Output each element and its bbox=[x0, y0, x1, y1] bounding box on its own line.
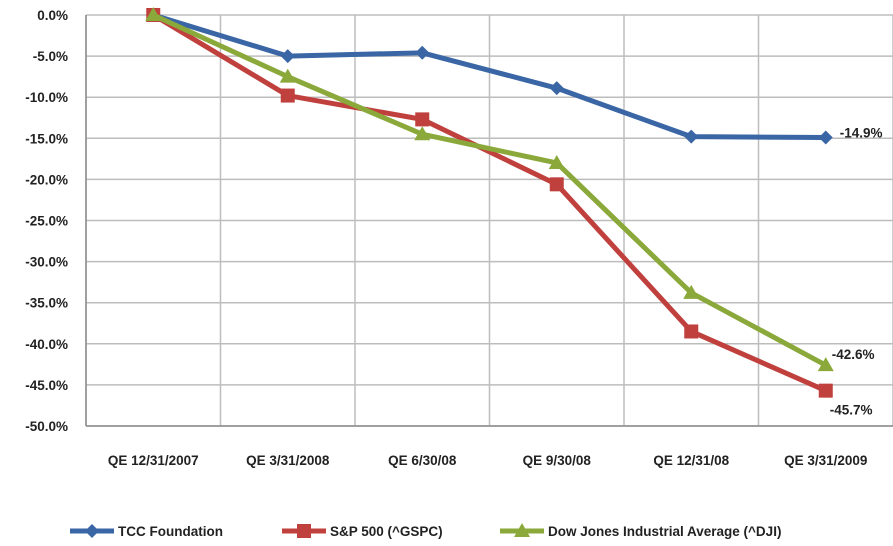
end-value-labels: -14.9% -45.7% -42.6% bbox=[830, 125, 883, 417]
data-label: -14.9% bbox=[840, 125, 883, 140]
chart-grid bbox=[85, 14, 893, 427]
y-tick-label: -45.0% bbox=[25, 378, 68, 393]
chart-series bbox=[145, 7, 834, 398]
legend-marker bbox=[514, 523, 530, 537]
legend-item: Dow Jones Industrial Average (^DJI) bbox=[500, 523, 781, 539]
data-point bbox=[280, 49, 295, 64]
data-point bbox=[548, 154, 565, 169]
x-axis-tick-labels: QE 12/31/2007 QE 3/31/2008 QE 6/30/08 QE 9/… bbox=[108, 453, 868, 468]
series-line bbox=[151, 12, 827, 393]
data-point bbox=[818, 383, 833, 398]
data-point bbox=[415, 45, 430, 60]
series-line bbox=[152, 12, 827, 368]
y-tick-label: -25.0% bbox=[25, 214, 68, 229]
y-tick-label: -15.0% bbox=[25, 131, 68, 146]
data-point bbox=[280, 88, 295, 103]
data-point bbox=[818, 130, 833, 145]
legend-label: TCC Foundation bbox=[118, 524, 223, 539]
x-tick-label: QE 9/30/08 bbox=[523, 453, 592, 468]
y-tick-label: -40.0% bbox=[25, 337, 68, 352]
legend-label: S&P 500 (^GSPC) bbox=[330, 524, 443, 539]
legend-marker bbox=[297, 524, 311, 538]
y-tick-label: 0.0% bbox=[37, 8, 68, 23]
y-tick-label: -35.0% bbox=[25, 296, 68, 311]
data-point bbox=[549, 177, 564, 192]
legend-marker bbox=[85, 524, 99, 538]
data-point bbox=[549, 81, 564, 96]
y-tick-label: -5.0% bbox=[33, 49, 68, 64]
legend-item: TCC Foundation bbox=[70, 524, 223, 539]
data-point bbox=[684, 129, 699, 144]
y-tick-label: -10.0% bbox=[25, 90, 68, 105]
y-tick-label: -30.0% bbox=[25, 255, 68, 270]
data-label: -42.6% bbox=[832, 347, 875, 362]
legend-label: Dow Jones Industrial Average (^DJI) bbox=[548, 524, 781, 539]
y-tick-label: -20.0% bbox=[25, 172, 68, 187]
data-point bbox=[683, 284, 700, 299]
data-point bbox=[817, 357, 834, 372]
data-point bbox=[279, 68, 296, 83]
x-tick-label: QE 6/30/08 bbox=[388, 453, 457, 468]
x-tick-label: QE 12/31/08 bbox=[653, 453, 729, 468]
data-point bbox=[414, 126, 431, 141]
series-line bbox=[152, 12, 826, 140]
series-2 bbox=[145, 7, 834, 372]
data-point bbox=[145, 7, 162, 21]
legend-item: S&P 500 (^GSPC) bbox=[282, 524, 443, 539]
x-tick-label: QE 12/31/2007 bbox=[108, 453, 199, 468]
x-tick-label: QE 3/31/2008 bbox=[246, 453, 330, 468]
data-point bbox=[415, 112, 430, 127]
chart-legend: TCC Foundation S&P 500 (^GSPC) Dow Jones I… bbox=[70, 523, 781, 539]
y-axis-tick-labels: 0.0% -5.0% -10.0% -15.0% -20.0% -25.0% -30.0% -… bbox=[25, 8, 68, 434]
x-tick-label: QE 3/31/2009 bbox=[784, 453, 867, 468]
data-point bbox=[684, 324, 699, 339]
y-tick-label: -50.0% bbox=[25, 419, 68, 434]
data-label: -45.7% bbox=[830, 403, 873, 418]
